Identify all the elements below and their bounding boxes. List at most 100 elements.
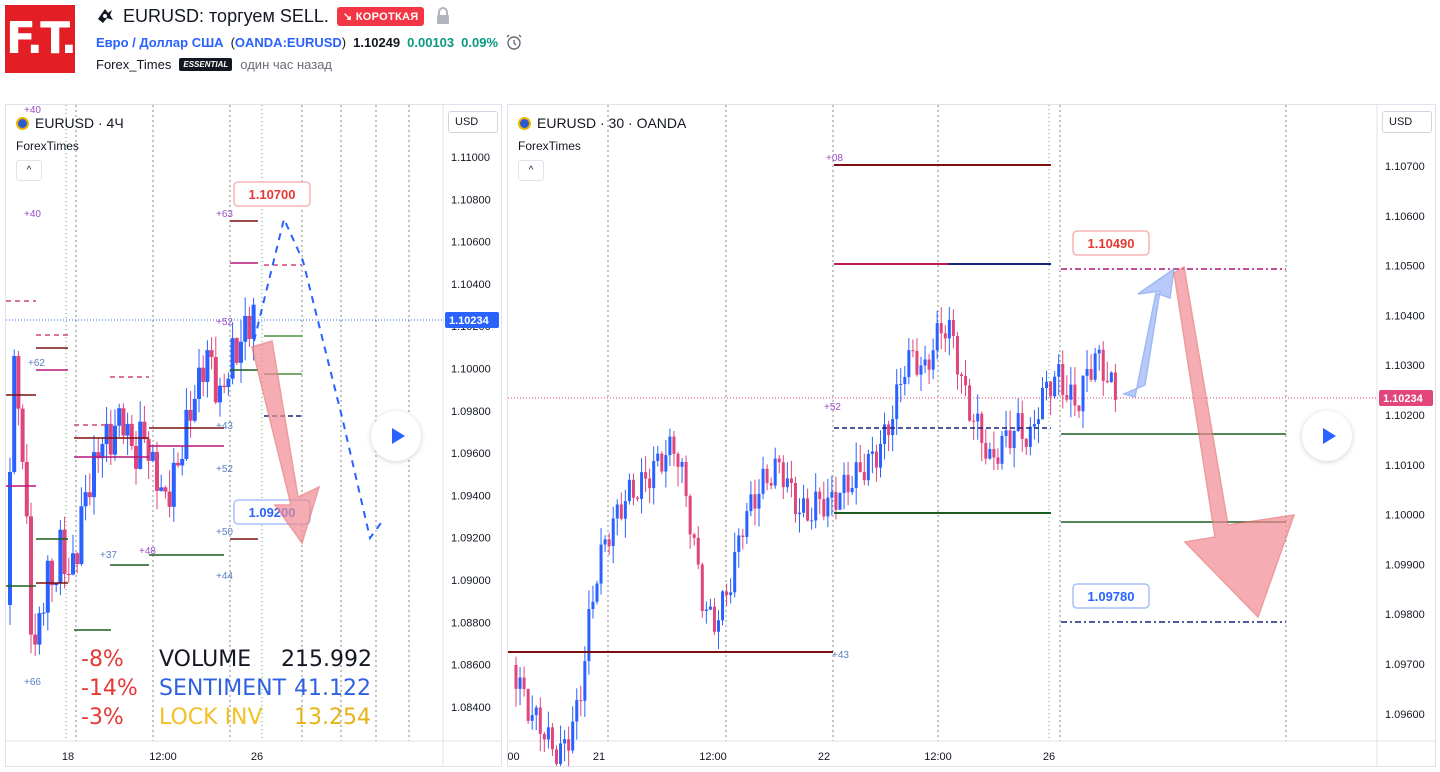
symbol-code[interactable]: (OANDA:EURUSD) <box>231 35 347 50</box>
candle-body <box>522 677 526 690</box>
candle-body <box>923 359 927 366</box>
author-row: Forex_Times ESSENTIAL один час назад <box>96 57 332 72</box>
candle-body <box>29 516 33 635</box>
level-mark: +44 <box>216 571 233 582</box>
candle-body <box>230 338 235 379</box>
candle-body <box>911 350 915 352</box>
candle-body <box>113 425 117 455</box>
candle-body <box>846 474 850 493</box>
price-tick-label: 1.10100 <box>1385 460 1425 472</box>
candle-body <box>806 498 810 521</box>
symbol-code-close: ) <box>341 34 347 50</box>
candle-body <box>838 493 842 510</box>
currency-flag-icon <box>16 116 29 130</box>
candle-body <box>37 613 42 645</box>
candle-body <box>895 384 899 420</box>
play-icon[interactable] <box>1302 411 1352 461</box>
candle-body <box>842 474 846 494</box>
candle-body <box>1000 435 1004 464</box>
candle-body <box>538 707 542 734</box>
time-tick-label: 22 <box>818 751 830 763</box>
chevron-up-icon[interactable]: ^ <box>518 160 544 181</box>
forecast-arrow <box>251 340 321 545</box>
candle-body <box>660 453 664 472</box>
candle-body <box>996 457 1000 464</box>
chart-canvas-4h[interactable]: 1.110001.108001.106001.104001.102001.100… <box>6 105 502 767</box>
candle-body <box>858 462 862 472</box>
chart-panel-4h[interactable]: 1.110001.108001.106001.104001.102001.100… <box>5 104 502 767</box>
candle-body <box>992 449 996 458</box>
price-tick-label: 1.10800 <box>451 194 491 206</box>
candle-body <box>155 451 159 491</box>
candle-body <box>530 715 534 721</box>
candle-body <box>696 537 700 565</box>
candle-body <box>142 421 147 440</box>
stats-row: -8% VOLUME 215.992 <box>81 645 372 674</box>
candle-body <box>251 304 256 339</box>
currency-selector[interactable]: USD <box>448 111 498 133</box>
candle-body <box>700 564 704 611</box>
price-tick-label: 1.09000 <box>451 575 491 587</box>
price-tick-label: 1.10600 <box>451 237 491 249</box>
candle-body <box>129 423 134 446</box>
stat-label: VOLUME <box>159 647 252 672</box>
candle-body <box>793 483 797 515</box>
candle-body <box>591 601 595 609</box>
level-mark: +37 <box>100 550 117 561</box>
candle-body <box>555 749 558 764</box>
price-tick-label: 1.10500 <box>1385 261 1425 273</box>
candle-body <box>205 350 210 382</box>
forecast-path-line <box>253 215 382 541</box>
candle-body <box>688 496 692 535</box>
candle-body <box>947 319 951 339</box>
candle-body <box>595 583 599 602</box>
candle-body <box>798 512 801 515</box>
candle-body <box>737 535 741 552</box>
level-mark: +66 <box>24 677 41 688</box>
candle-body <box>891 419 895 436</box>
forecast-arrow <box>1121 267 1175 398</box>
symbol-name-link[interactable]: Евро / Доллар США <box>96 34 224 50</box>
candle-body <box>526 689 530 721</box>
candle-body <box>753 494 757 509</box>
candle-body <box>583 661 587 701</box>
currency-selector[interactable]: USD <box>1382 111 1432 133</box>
candle-body <box>550 727 554 750</box>
candle-body <box>769 483 773 486</box>
price-tick-label: 1.08800 <box>451 617 491 629</box>
candle-body <box>1073 384 1077 406</box>
stat-value: 13.254 <box>294 705 371 730</box>
candle-body <box>692 534 696 538</box>
candle-body <box>150 451 155 461</box>
candle-body <box>960 374 963 377</box>
candle-body <box>988 449 992 459</box>
chevron-up-icon[interactable]: ^ <box>16 160 42 181</box>
candle-body <box>226 378 231 388</box>
candle-body <box>664 455 668 472</box>
chart-panel-30m[interactable]: 1.10700 1.10600 1.10500 1.10400 1.10300 1.102… <box>507 104 1436 767</box>
alarm-icon[interactable] <box>505 33 523 51</box>
time-tick-label: 26 <box>1043 751 1055 763</box>
chart-canvas-30m[interactable]: 1.10700 1.10600 1.10500 1.10400 1.10300 1.102… <box>508 105 1436 767</box>
candle-body <box>1093 353 1097 380</box>
candle-body <box>514 665 518 689</box>
play-icon[interactable] <box>371 411 421 461</box>
candle-body <box>619 504 623 519</box>
candle-body <box>62 529 67 574</box>
direction-badge: ↘ КОРОТКАЯ <box>336 6 425 26</box>
candle-body <box>108 423 113 455</box>
candle-body <box>644 472 648 479</box>
candle-body <box>1012 430 1016 449</box>
candle-body <box>546 727 550 740</box>
symbol-code-link[interactable]: OANDA:EURUSD <box>234 34 342 50</box>
candle-body <box>575 700 579 722</box>
price-tick-label: 1.09900 <box>1385 559 1425 571</box>
price-tick-label: 1.09600 <box>451 448 491 460</box>
level-mark: +08 <box>826 153 843 164</box>
candle-body <box>1020 413 1024 439</box>
author-name[interactable]: Forex_Times <box>96 57 172 72</box>
candle-body <box>243 315 248 342</box>
candle-body <box>1045 381 1049 389</box>
price-tick-label: 1.10000 <box>1385 510 1425 522</box>
forextimes-logo[interactable]: F.T. <box>5 5 77 73</box>
